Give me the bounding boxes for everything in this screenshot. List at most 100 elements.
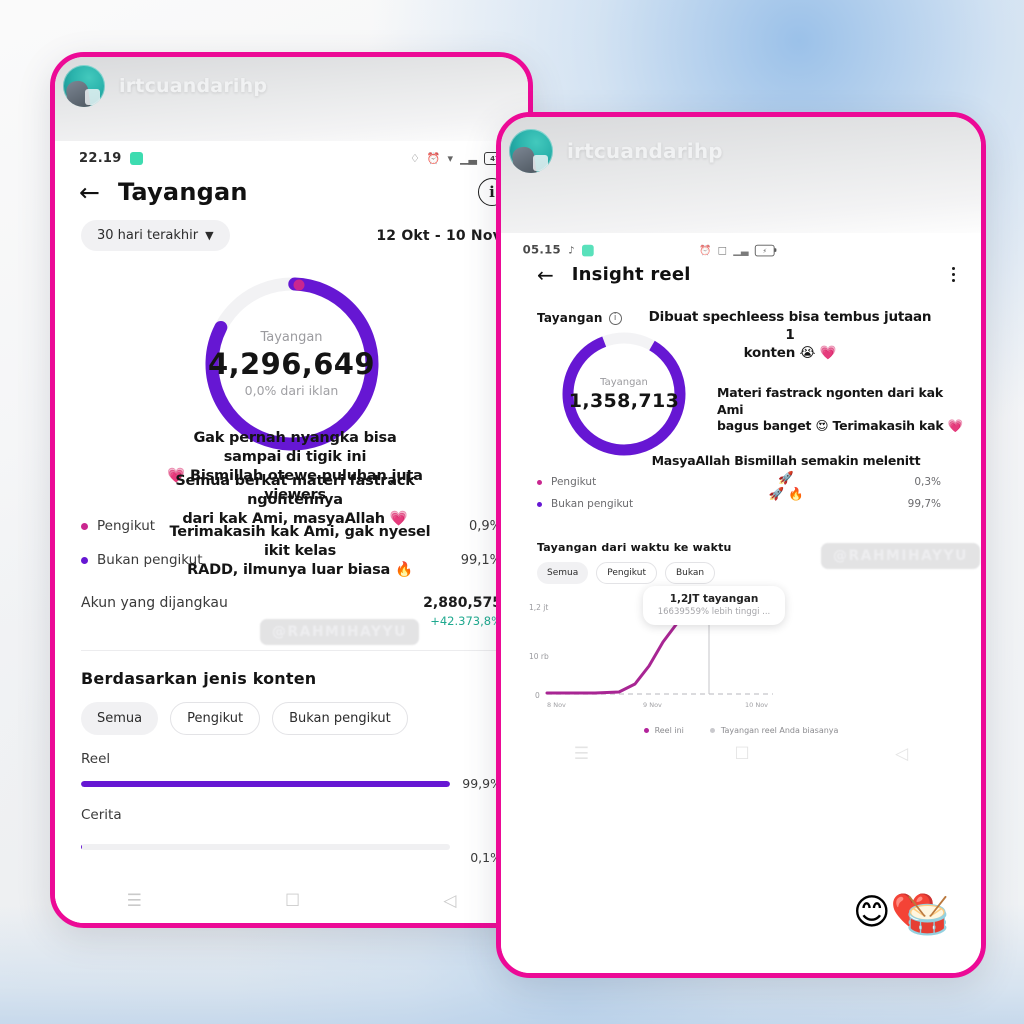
info-icon[interactable]: i bbox=[608, 311, 622, 325]
tooltip-value: 1,2JT tayangan bbox=[669, 593, 759, 605]
kebab-menu-icon[interactable] bbox=[951, 266, 955, 283]
square-icon[interactable]: ☐ bbox=[284, 891, 301, 911]
chip-bukan[interactable]: Bukan bbox=[664, 562, 716, 584]
chip-bukan-pengikut[interactable]: Bukan pengikut bbox=[272, 702, 408, 735]
profile-hero-two: irtcuandarihp bbox=[501, 117, 981, 233]
status-app-badge-icon bbox=[581, 244, 594, 257]
square-icon[interactable]: ☐ bbox=[734, 744, 750, 764]
date-filter-chip[interactable]: 30 hari terakhir ▼ bbox=[81, 220, 230, 251]
avatar bbox=[509, 129, 553, 173]
donut-label: Tayangan bbox=[600, 376, 648, 388]
chip-pengikut[interactable]: Pengikut bbox=[596, 562, 657, 584]
alarm-icon: ⏰ bbox=[698, 244, 712, 257]
bar-fill bbox=[81, 780, 450, 787]
audience-legend-one: Pengikut 0,9% Bukan pengikut 99,1% bbox=[55, 505, 528, 577]
annotation-note: Terimakasih kak Ami, gak nyesel ikit kel… bbox=[169, 524, 431, 579]
avatar bbox=[63, 65, 105, 107]
android-nav-bar-two: ☰ ☐ ◁ bbox=[501, 735, 981, 773]
legend-row: Pengikut 0,9% bbox=[81, 509, 502, 543]
chip-semua[interactable]: Semua bbox=[537, 562, 589, 584]
time-chart-chips: Semua Pengikut Bukan bbox=[501, 554, 981, 584]
donut-svg bbox=[205, 277, 378, 451]
legend-label: Pengikut bbox=[97, 518, 156, 534]
legend-value: 99,7% bbox=[907, 498, 941, 510]
chart-tooltip: 1,2JT tayangan 16639559% lebih tinggi ..… bbox=[643, 586, 785, 625]
bar-track bbox=[81, 780, 450, 787]
watermark: @RAHMIHAYYU bbox=[260, 619, 419, 645]
status-bar-one: 22.19 ♢ ⏰ ▾ ▁▃ 47 bbox=[55, 141, 528, 168]
donut-value: 1,358,713 bbox=[568, 389, 680, 412]
profile-hero-one: irtcuandarihp bbox=[55, 57, 528, 141]
status-app-badge-icon bbox=[129, 152, 143, 165]
bar-percent: 0,1% bbox=[470, 850, 502, 865]
legend-dot-biasanya bbox=[709, 728, 715, 733]
tayangan-label-text: Tayangan bbox=[537, 311, 603, 325]
status-time: 22.19 bbox=[79, 151, 122, 166]
bar-fill bbox=[81, 844, 83, 850]
annotation-note: Semua berkat materi fastrack ngontennya … bbox=[175, 473, 415, 528]
donut-svg bbox=[562, 332, 686, 456]
legend-value: 99,1% bbox=[460, 552, 502, 568]
phone-card-tayangan: irtcuandarihp 22.19 ♢ ⏰ ▾ ▁▃ 47 ← Tayang… bbox=[50, 52, 533, 928]
back-triangle-icon[interactable]: ◁ bbox=[443, 891, 457, 911]
legend-dot-bukan-pengikut bbox=[537, 501, 542, 507]
account-handle: irtcuandarihp bbox=[567, 139, 723, 163]
x-tick-1: 9 Nov bbox=[643, 701, 662, 709]
audience-legend-two: Pengikut 0,3% Bukan pengikut 99,7% bbox=[501, 471, 981, 515]
back-button[interactable]: ← bbox=[537, 262, 554, 287]
chip-semua[interactable]: Semua bbox=[81, 702, 159, 735]
back-triangle-icon[interactable]: ◁ bbox=[895, 744, 909, 764]
app-bar-one: ← Tayangan i bbox=[55, 168, 528, 212]
chevron-down-icon: ▼ bbox=[205, 229, 214, 242]
legend-dot-reel-ini bbox=[643, 728, 649, 733]
sticker-emoji-heart: 😊❤️ bbox=[853, 892, 936, 933]
legend-row: Pengikut 0,3% bbox=[537, 471, 941, 493]
screenshot-icon: □ bbox=[717, 244, 727, 257]
legend-value: 0,3% bbox=[914, 476, 941, 488]
chart-legend: Reel ini Tayangan reel Anda biasanya bbox=[519, 726, 963, 735]
back-button[interactable]: ← bbox=[79, 177, 100, 207]
y-tick-mid: 10 rb bbox=[529, 652, 549, 661]
y-tick-zero: 0 bbox=[535, 691, 540, 700]
bar-track bbox=[81, 844, 450, 850]
donut-chart-two: Tayangan 1,358,713 bbox=[501, 327, 981, 461]
alarm-icon: ⏰ bbox=[426, 152, 441, 165]
menu-icon[interactable]: ☰ bbox=[126, 891, 142, 911]
bar-label: Cerita bbox=[81, 807, 122, 823]
chart-legend-item: Reel ini bbox=[643, 726, 684, 735]
x-tick-0: 8 Nov bbox=[547, 701, 566, 709]
legend-dot-pengikut bbox=[81, 522, 88, 530]
app-bar-two: ← Insight reel bbox=[501, 262, 981, 289]
annotation-note: Gak pernah nyangka bisa sampai di tigik … bbox=[167, 430, 423, 504]
donut-label: Tayangan bbox=[260, 330, 323, 345]
app-screen-two: 05.15 ♪ ⏰ □ ▁▃ ⚡ ← Insight reel Tayangan… bbox=[501, 233, 981, 973]
menu-icon[interactable]: ☰ bbox=[573, 744, 589, 764]
legend-label: Pengikut bbox=[551, 476, 597, 488]
sticker-emoji-planet: 🥁 bbox=[905, 896, 950, 937]
legend-value: 0,9% bbox=[468, 518, 502, 534]
account-handle: irtcuandarihp bbox=[119, 75, 268, 97]
chart-legend-item: Tayangan reel Anda biasanya bbox=[709, 726, 838, 735]
wifi-icon: ▾ bbox=[447, 152, 454, 165]
page-title: Insight reel bbox=[571, 264, 691, 285]
date-range-text: 12 Okt - 10 Nov bbox=[376, 227, 502, 244]
chip-pengikut[interactable]: Pengikut bbox=[170, 702, 261, 735]
headphone-icon: ♢ bbox=[409, 152, 420, 165]
chart-legend-label: Reel ini bbox=[654, 726, 684, 735]
reach-delta: +42.373,8% bbox=[430, 614, 502, 628]
tooltip-subtext: 16639559% lebih tinggi ... bbox=[657, 607, 771, 617]
reach-label: Akun yang dijangkau bbox=[81, 595, 228, 611]
x-tick-2: 10 Nov bbox=[745, 701, 768, 709]
bar-cerita: Cerita 0,1% bbox=[81, 807, 502, 865]
legend-dot-bukan-pengikut bbox=[81, 556, 88, 564]
app-screen-one: 22.19 ♢ ⏰ ▾ ▁▃ 47 ← Tayangan i 30 hari t… bbox=[55, 141, 528, 923]
donut-subtext: 0,0% dari iklan bbox=[244, 383, 339, 398]
reach-row: Akun yang dijangkau 2,880,575 +42.373,8% bbox=[55, 577, 528, 628]
donut-start-marker bbox=[293, 279, 304, 291]
legend-dot-pengikut bbox=[537, 479, 542, 485]
battery-charging-icon: ⚡ bbox=[754, 244, 777, 257]
content-type-section-title: Berdasarkan jenis konten bbox=[81, 669, 317, 688]
y-tick-top: 1,2 jt bbox=[529, 603, 548, 612]
tayangan-section-label: Tayangan i bbox=[501, 289, 981, 325]
reach-value: 2,880,575 bbox=[423, 595, 502, 611]
